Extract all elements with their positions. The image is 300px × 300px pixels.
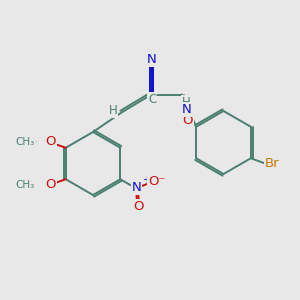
Text: H: H (109, 104, 118, 118)
Text: O: O (182, 114, 193, 128)
Text: CH₃: CH₃ (15, 137, 34, 147)
Text: +: + (143, 175, 152, 185)
Text: N: N (182, 103, 191, 116)
Text: C: C (148, 92, 156, 106)
Text: methoxy: methoxy (33, 141, 39, 142)
Text: methoxy: methoxy (32, 141, 38, 142)
Text: O: O (45, 178, 56, 191)
Text: O: O (133, 200, 144, 213)
Text: O: O (45, 135, 56, 148)
Text: CH₃: CH₃ (15, 180, 34, 190)
Text: H: H (182, 96, 191, 109)
Text: N: N (147, 52, 156, 66)
Text: N: N (132, 181, 141, 194)
Text: O⁻: O⁻ (148, 175, 166, 188)
Text: Br: Br (265, 157, 279, 170)
